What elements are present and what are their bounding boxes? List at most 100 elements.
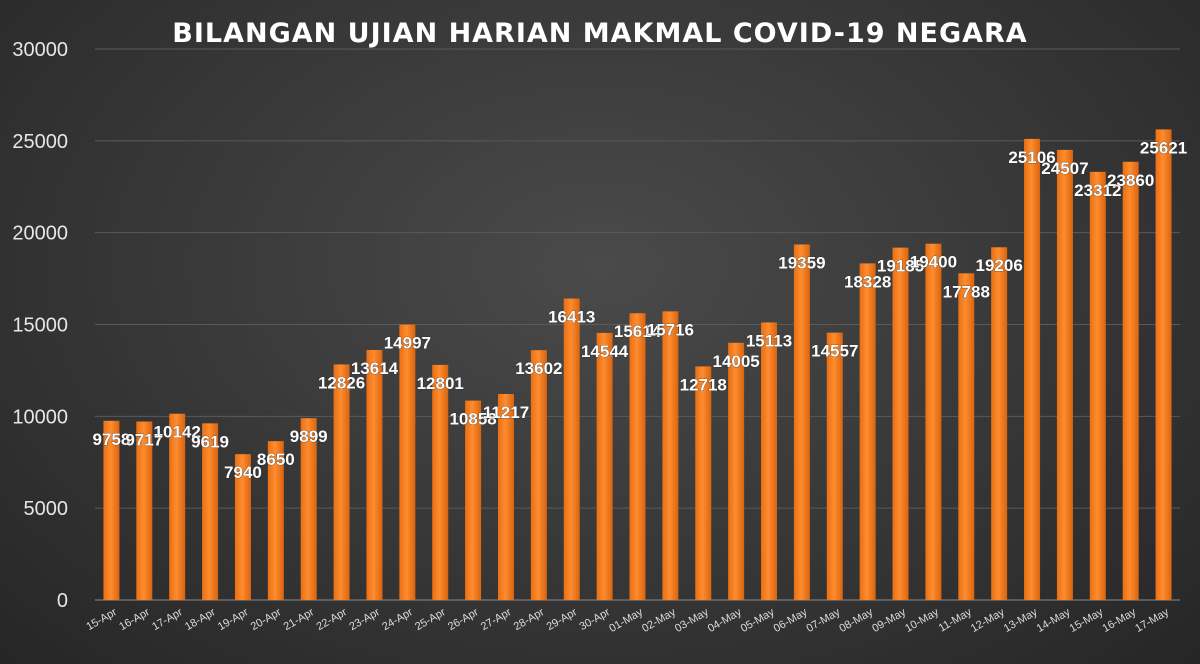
x-tick-label: 26-Apr [446,606,481,633]
x-tick-label: 04-May [706,606,744,635]
x-tick-label: 07-May [805,606,843,635]
x-tick-label: 15-May [1068,606,1106,635]
bar [497,393,514,600]
bar [793,244,810,600]
y-tick-label: 30000 [12,39,68,61]
x-tick-label: 25-Apr [413,606,448,633]
bar [234,454,251,600]
x-tick-label: 23-Apr [347,606,382,633]
bar [958,273,975,600]
data-label: 14557 [811,342,858,361]
x-tick-label: 13-May [1002,606,1040,635]
data-label: 19185 [877,257,924,276]
data-label: 15113 [746,331,792,350]
bar [333,364,350,600]
bar [1056,149,1073,600]
x-tick-label: 11-May [937,606,974,635]
data-label: 9758 [93,430,131,449]
data-label: 13602 [515,359,562,378]
data-label: 14997 [384,334,431,353]
data-label: 7940 [224,463,262,482]
bar [465,400,482,600]
bar [826,332,843,600]
x-tick-label: 17-May [1133,606,1171,635]
x-tick-label: 01-May [607,606,645,635]
x-tick-label: 09-May [870,606,908,635]
x-tick-label: 15-Apr [84,606,119,633]
bar [892,247,909,600]
bar [1024,138,1041,600]
bar [136,421,153,600]
y-tick-label: 0 [57,590,68,612]
data-label: 24507 [1041,159,1088,178]
bar [1122,161,1139,600]
x-tick-label: 22-Apr [314,606,349,633]
data-label: 19359 [778,253,825,272]
data-label: 23860 [1107,171,1154,190]
data-label: 9619 [191,432,229,451]
bar [563,298,580,600]
bar [530,350,547,600]
x-tick-label: 14-May [1035,606,1073,635]
x-tick-label: 16-May [1100,606,1138,635]
data-label: 12826 [318,373,365,392]
bar [859,263,876,600]
x-tick-label: 21-Apr [282,606,317,633]
x-tick-label: 08-May [837,606,875,635]
x-tick-label: 27-Apr [479,606,514,633]
data-label: 14544 [581,342,629,361]
bar [399,324,416,600]
bar [662,311,679,600]
data-label: 17788 [943,282,990,301]
data-label: 19206 [976,256,1023,275]
x-tick-label: 16-Apr [117,606,152,633]
data-label: 12801 [417,374,464,393]
data-label: 10858 [449,410,496,429]
bar [991,247,1008,600]
data-label: 19400 [910,253,957,272]
bar [695,366,712,600]
bar [432,364,449,600]
bar [925,243,942,601]
y-tick-label: 20000 [12,223,68,245]
data-label: 16413 [548,308,595,327]
bar [202,423,219,600]
x-tick-label: 29-Apr [545,606,580,633]
bar [366,349,383,600]
x-tick-label: 20-Apr [249,606,284,633]
bar [103,420,120,600]
x-tick-label: 10-May [903,606,941,635]
y-tick-label: 10000 [12,406,68,428]
x-tick-label: 12-May [969,606,1007,635]
data-label: 10142 [154,423,201,442]
data-label: 12718 [680,375,727,394]
bar [728,342,745,600]
x-tick-label: 24-Apr [380,606,415,633]
data-label: 13614 [351,359,399,378]
bar [629,313,646,600]
bar [300,418,317,600]
y-tick-label: 15000 [12,315,68,337]
y-tick-label: 25000 [12,131,68,153]
bar [761,322,778,600]
data-label: 15716 [647,320,694,339]
y-tick-label: 5000 [24,498,69,520]
bar [1089,171,1106,600]
x-tick-label: 19-Apr [216,606,251,633]
chart-title: BILANGAN UJIAN HARIAN MAKMAL COVID-19 NE… [172,18,1028,49]
bar [169,413,186,600]
x-tick-label: 06-May [772,606,810,635]
data-label: 14005 [712,352,759,371]
x-tick-label: 03-May [673,606,711,635]
x-tick-label: 05-May [739,606,777,635]
bar [267,441,284,600]
data-label: 23312 [1074,181,1121,200]
data-label: 11217 [483,403,529,422]
x-tick-label: 30-Apr [578,606,613,633]
bar [1155,129,1172,601]
bar [596,332,613,600]
x-tick-label: 28-Apr [512,606,547,633]
data-label: 9717 [125,431,163,450]
